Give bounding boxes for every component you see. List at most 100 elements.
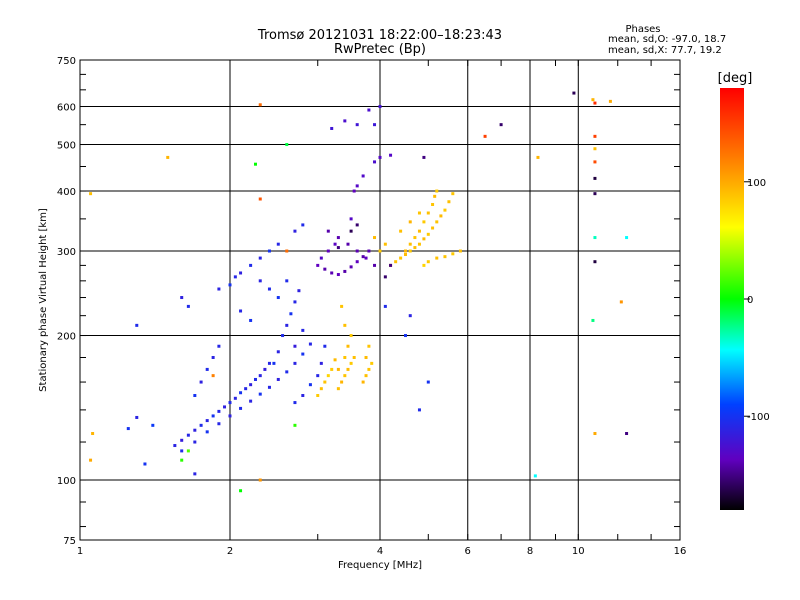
data-point	[89, 192, 93, 196]
data-point	[431, 226, 435, 230]
data-point	[301, 352, 305, 356]
data-point	[249, 263, 253, 267]
data-point	[355, 184, 359, 188]
data-point	[285, 143, 289, 147]
data-point	[378, 155, 382, 159]
data-point	[593, 134, 597, 138]
data-point	[228, 414, 232, 418]
y-tick-label: 75	[63, 536, 76, 547]
data-point	[591, 318, 595, 322]
x-tick-labels: 1 2 4 6 8 10 16	[77, 546, 687, 557]
data-point	[143, 462, 147, 466]
data-point	[249, 318, 253, 322]
x-tick-label: 1	[77, 546, 83, 557]
data-point	[239, 391, 243, 395]
legend-line-o: mean, sd,O: -97.0, 18.7	[608, 34, 726, 45]
data-point	[336, 236, 340, 240]
data-point	[297, 289, 301, 293]
data-point	[126, 427, 130, 431]
data-point	[316, 263, 320, 267]
data-point	[249, 399, 253, 403]
data-point	[426, 232, 430, 236]
data-point	[217, 409, 221, 413]
data-point	[301, 328, 305, 332]
y-tick-label: 200	[57, 332, 76, 343]
data-point	[199, 423, 203, 427]
data-point	[330, 126, 334, 130]
data-point	[593, 101, 597, 105]
data-point	[367, 249, 371, 253]
data-point	[408, 220, 412, 224]
x-tick-label: 8	[527, 546, 533, 557]
data-point	[239, 489, 243, 493]
data-point	[333, 242, 337, 246]
data-point	[308, 342, 312, 346]
data-point	[533, 474, 537, 478]
data-point	[343, 119, 347, 123]
data-point	[211, 374, 215, 378]
data-point	[349, 217, 353, 221]
data-point	[593, 192, 597, 196]
data-point	[276, 377, 280, 381]
data-point	[483, 134, 487, 138]
data-point	[417, 242, 421, 246]
data-point	[343, 374, 347, 378]
data-point	[239, 309, 243, 313]
data-point	[378, 249, 382, 253]
data-point	[293, 423, 297, 427]
data-point	[625, 432, 629, 436]
data-point	[625, 236, 629, 240]
data-point	[426, 380, 430, 384]
data-point	[593, 160, 597, 164]
data-point	[323, 380, 327, 384]
colorbar-label: [deg]	[718, 71, 753, 86]
data-point	[349, 361, 353, 365]
data-point	[355, 223, 359, 227]
data-point	[89, 458, 93, 462]
y-tick-label: 100	[57, 476, 76, 487]
data-point	[364, 374, 368, 378]
data-point	[367, 344, 371, 348]
data-point	[389, 263, 393, 267]
data-point	[272, 361, 276, 365]
data-point	[408, 242, 412, 246]
data-point	[355, 249, 359, 253]
data-points	[89, 91, 629, 493]
data-point	[326, 229, 330, 233]
data-point	[258, 374, 262, 378]
data-point	[319, 361, 323, 365]
data-point	[293, 344, 297, 348]
data-point	[180, 438, 184, 442]
data-point	[323, 344, 327, 348]
data-point	[340, 304, 344, 308]
data-point	[536, 155, 540, 159]
data-point	[289, 312, 293, 316]
data-point	[608, 99, 612, 103]
data-point	[373, 263, 377, 267]
data-point	[451, 252, 455, 256]
data-point	[361, 174, 365, 178]
data-point	[193, 428, 197, 432]
y-tick-label: 300	[57, 247, 76, 258]
data-point	[199, 380, 203, 384]
data-point	[301, 223, 305, 227]
data-point	[211, 355, 215, 359]
data-point	[293, 229, 297, 233]
data-point	[403, 334, 407, 338]
data-point	[343, 269, 347, 273]
data-point	[413, 236, 417, 240]
data-point	[336, 387, 340, 391]
data-point	[352, 189, 356, 193]
data-point	[135, 323, 139, 327]
data-point	[593, 236, 597, 240]
data-point	[205, 419, 209, 423]
data-point	[426, 260, 430, 264]
data-point	[426, 211, 430, 215]
data-point	[433, 194, 437, 198]
data-point	[364, 355, 368, 359]
data-point	[593, 147, 597, 151]
legend-title: Phases	[625, 24, 660, 35]
data-point	[389, 153, 393, 157]
data-point	[336, 246, 340, 250]
